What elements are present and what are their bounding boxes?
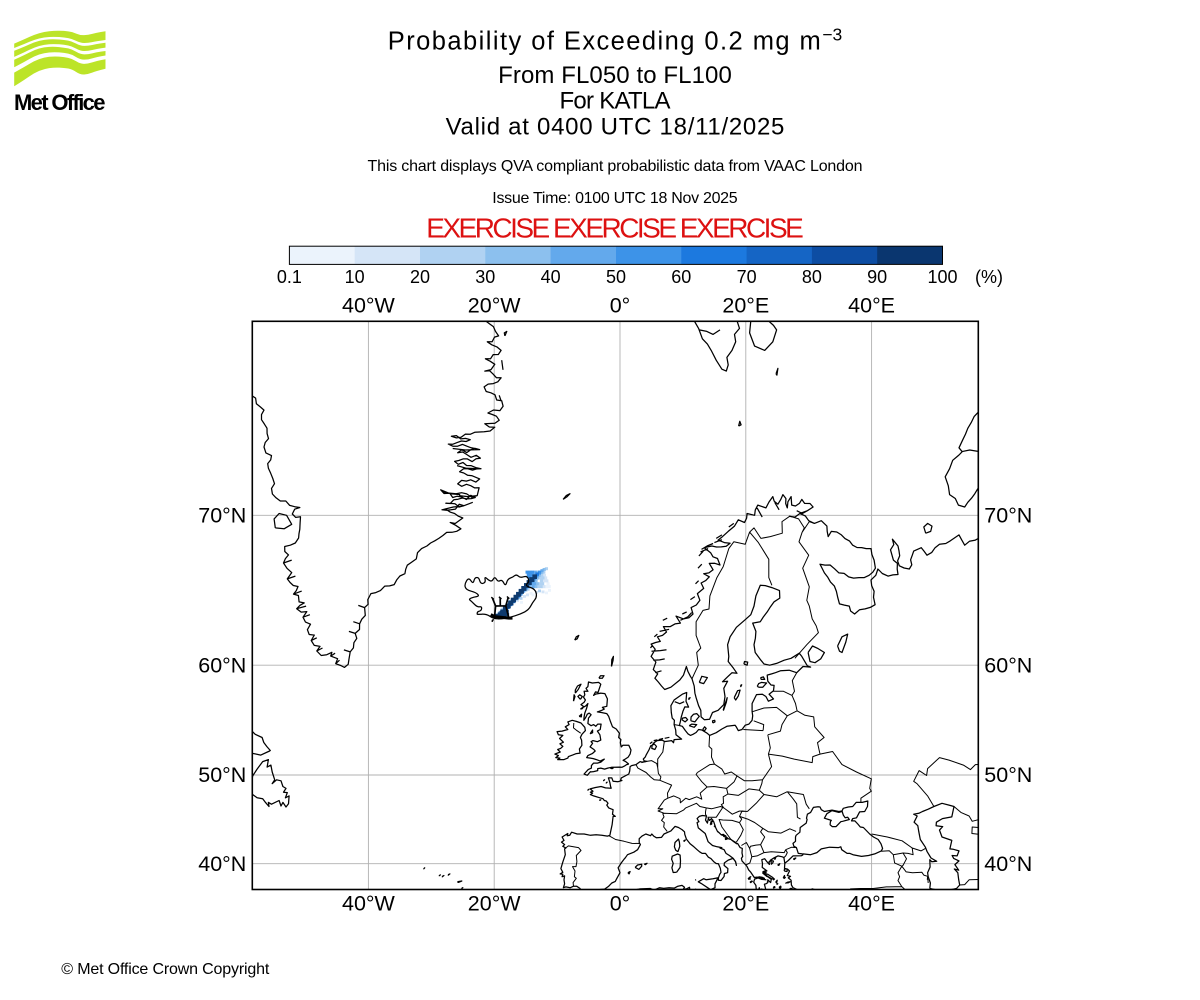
svg-text:EXERCISE EXERCISE EXERCISE: EXERCISE EXERCISE EXERCISE [426, 212, 804, 243]
svg-text:Issue Time: 0100 UTC 18 Nov 20: Issue Time: 0100 UTC 18 Nov 2025 [492, 190, 737, 207]
svg-text:60°N: 60°N [198, 653, 246, 677]
svg-text:For KATLA: For KATLA [560, 87, 671, 114]
svg-text:© Met Office Crown Copyright: © Met Office Crown Copyright [61, 961, 270, 978]
svg-text:40°W: 40°W [342, 293, 396, 317]
svg-text:Probability of Exceeding 0.2 m: Probability of Exceeding 0.2 mg m−3 [388, 25, 842, 56]
svg-text:20°E: 20°E [722, 892, 769, 916]
svg-text:20°W: 20°W [468, 293, 522, 317]
svg-text:Valid at 0400 UTC 18/11/2025: Valid at 0400 UTC 18/11/2025 [446, 113, 785, 140]
svg-text:20°W: 20°W [468, 892, 522, 916]
svg-text:Met Office: Met Office [14, 90, 106, 115]
svg-text:0.1: 0.1 [277, 267, 302, 287]
svg-text:(%): (%) [975, 267, 1003, 287]
svg-text:10: 10 [345, 267, 365, 287]
svg-text:30: 30 [475, 267, 495, 287]
svg-text:60: 60 [671, 267, 691, 287]
svg-text:0°: 0° [610, 293, 631, 317]
svg-text:50: 50 [606, 267, 626, 287]
svg-text:70: 70 [737, 267, 757, 287]
svg-text:20°E: 20°E [722, 293, 769, 317]
svg-text:50°N: 50°N [198, 763, 246, 787]
svg-text:40°N: 40°N [198, 852, 246, 876]
svg-text:20: 20 [410, 267, 430, 287]
svg-text:40°N: 40°N [984, 852, 1032, 876]
svg-text:40°W: 40°W [342, 892, 396, 916]
svg-text:60°N: 60°N [984, 653, 1032, 677]
svg-text:40: 40 [541, 267, 561, 287]
svg-text:80: 80 [802, 267, 822, 287]
svg-text:90: 90 [867, 267, 887, 287]
svg-text:From FL050 to FL100: From FL050 to FL100 [498, 62, 732, 89]
svg-text:40°E: 40°E [848, 892, 895, 916]
svg-text:100: 100 [927, 267, 957, 287]
svg-text:0°: 0° [610, 892, 631, 916]
svg-text:50°N: 50°N [984, 763, 1032, 787]
svg-text:70°N: 70°N [984, 504, 1032, 528]
svg-text:40°E: 40°E [848, 293, 895, 317]
svg-text:This chart displays QVA compli: This chart displays QVA compliant probab… [368, 158, 863, 175]
svg-text:70°N: 70°N [198, 504, 246, 528]
